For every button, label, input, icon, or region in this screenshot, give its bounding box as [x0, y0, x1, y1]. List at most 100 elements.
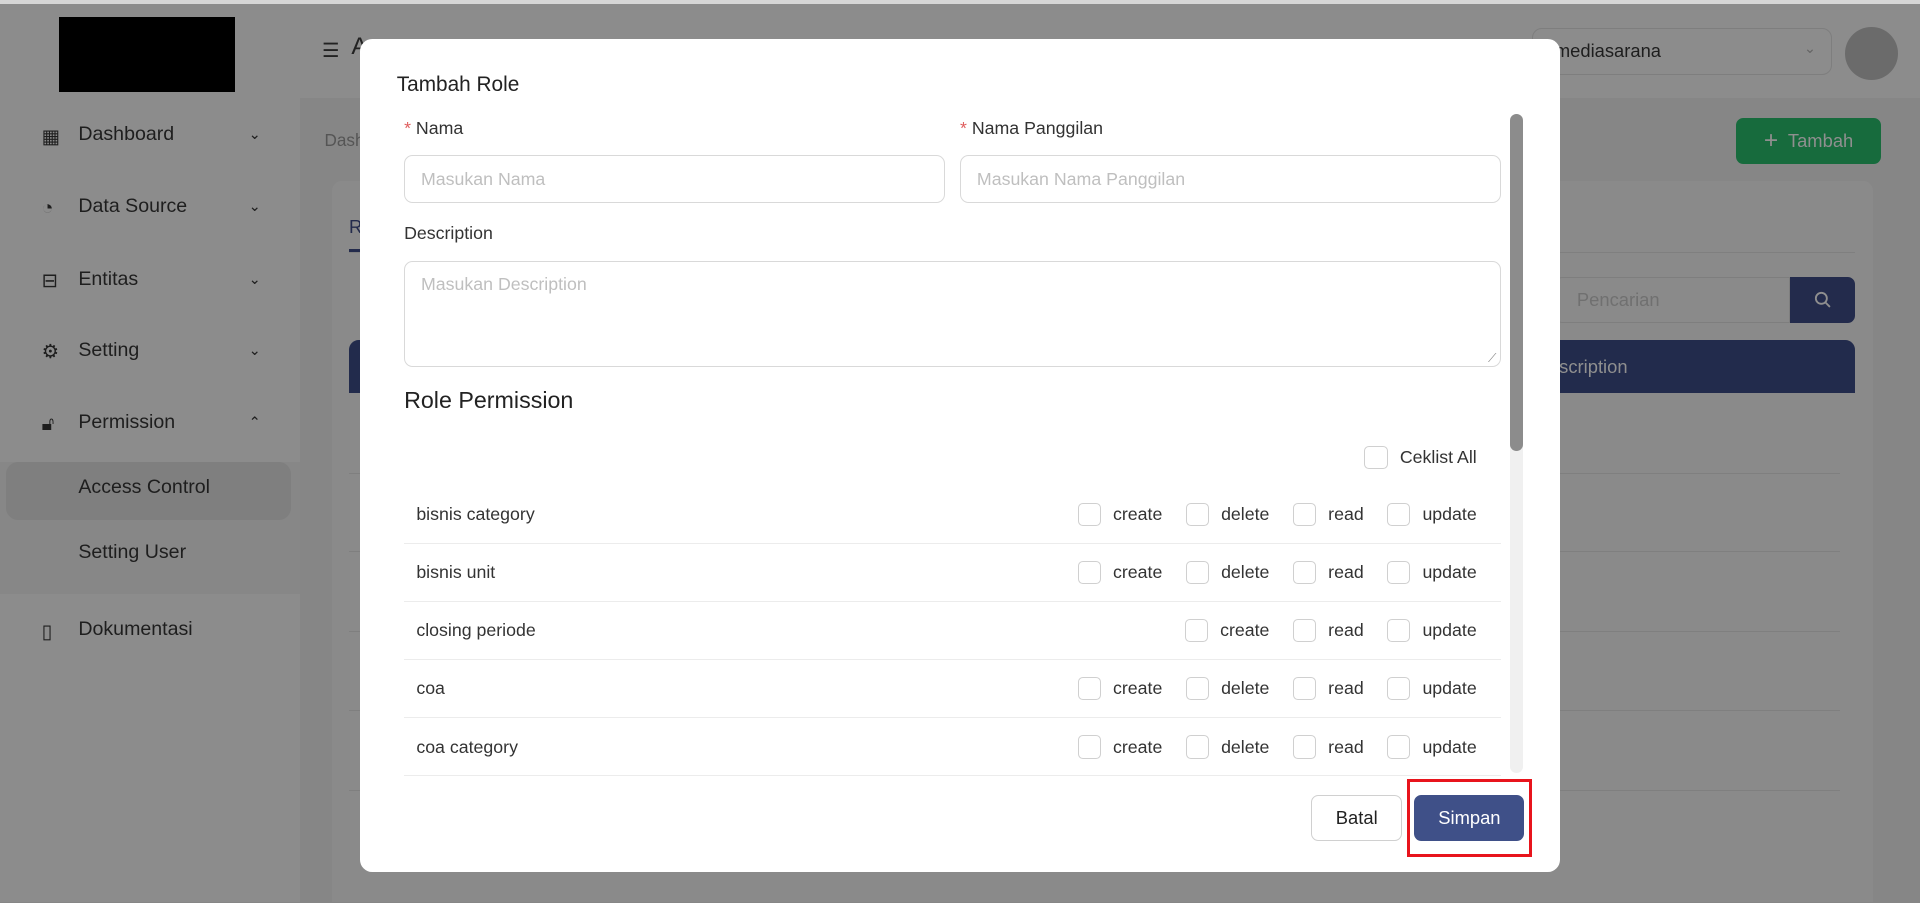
book-icon: ▯ — [41, 620, 53, 643]
permission-row: bisnis category create delete read update — [404, 486, 1502, 544]
permission-update[interactable]: update — [1386, 560, 1477, 585]
sidebar-item-data-source[interactable]: ◔ Data Source ⌄ — [0, 182, 300, 231]
sidebar-item-dokumentasi[interactable]: ▯ Dokumentasi — [0, 605, 300, 654]
sidebar-item-entitas[interactable]: ⊟ Entitas ⌄ — [0, 255, 300, 304]
checkbox[interactable] — [1077, 735, 1101, 759]
permission-delete[interactable]: delete — [1185, 502, 1270, 526]
chevron-down-icon: ⌄ — [248, 271, 261, 288]
permission-delete[interactable]: delete — [1185, 560, 1269, 585]
modal-title: Tambah Role — [396, 73, 520, 97]
permission-read[interactable]: read — [1292, 502, 1364, 526]
permission-label: read — [1328, 620, 1364, 641]
checkbox[interactable] — [1292, 677, 1316, 701]
permission-name: coa category — [416, 736, 518, 757]
permission-read[interactable]: read — [1292, 619, 1364, 643]
chevron-down-icon: ⌄ — [248, 342, 261, 359]
search-input[interactable]: Pencarian — [1555, 276, 1791, 324]
scrollbar-thumb[interactable] — [1509, 113, 1524, 451]
checkbox[interactable] — [1292, 619, 1316, 643]
permission-label: read — [1328, 678, 1364, 699]
save-button[interactable]: Simpan — [1414, 794, 1525, 842]
company-value: mediasarana — [1554, 40, 1661, 62]
permission-create[interactable]: create — [1077, 502, 1162, 526]
permission-update[interactable]: update — [1386, 502, 1477, 526]
description-textarea[interactable]: Masukan Description ⟋ — [404, 260, 1502, 368]
sidebar: ▦ Dashboard ⌄ ◔ Data Source ⌄ ⊟ Entitas ⌄ ⚙ Settin… — [0, 3, 300, 903]
sidebar-item-label: Dashboard — [78, 123, 175, 146]
permission-row: coa category create delete read update — [404, 719, 1502, 777]
nama-panggilan-label: * Nama Panggilan — [960, 117, 1104, 138]
permission-create[interactable]: create — [1077, 735, 1163, 759]
sidebar-subitem-access-control[interactable]: Access Control — [0, 463, 300, 512]
sidebar-item-label: Data Source — [78, 195, 188, 218]
permission-create[interactable]: create — [1077, 677, 1163, 701]
checkbox[interactable] — [1077, 560, 1101, 585]
permission-create[interactable]: create — [1077, 560, 1163, 585]
checkbox[interactable] — [1185, 560, 1209, 585]
lock-icon: 🔓︎ — [41, 412, 55, 435]
permission-delete[interactable]: delete — [1185, 677, 1269, 701]
permission-label: update — [1422, 736, 1477, 757]
sliders-icon: ⊟ — [41, 270, 59, 293]
checkbox[interactable] — [1386, 560, 1411, 585]
grid-icon: ▦ — [41, 125, 61, 148]
permission-create[interactable]: create — [1184, 619, 1270, 643]
permission-label: delete — [1221, 736, 1270, 757]
checkbox[interactable] — [1185, 502, 1209, 526]
search-button[interactable] — [1790, 276, 1856, 324]
check-all[interactable]: Ceklist All — [1364, 445, 1477, 469]
menu-collapse-icon[interactable]: ☰ — [322, 40, 340, 63]
checkbox[interactable] — [1077, 677, 1101, 701]
permission-label: delete — [1221, 503, 1270, 524]
nama-input[interactable]: Masukan Nama — [404, 155, 946, 204]
tab-roles[interactable]: R — [348, 215, 363, 237]
checkbox[interactable] — [1364, 445, 1388, 469]
sidebar-item-dashboard[interactable]: ▦ Dashboard ⌄ — [0, 110, 300, 159]
pie-chart-icon: ◔ — [41, 197, 54, 220]
checkbox[interactable] — [1184, 619, 1208, 643]
checkbox[interactable] — [1386, 502, 1411, 526]
logo — [58, 17, 236, 92]
add-button[interactable]: + Tambah — [1736, 117, 1881, 165]
nama-panggilan-input[interactable]: Masukan Nama Panggilan — [960, 155, 1502, 204]
checkbox[interactable] — [1386, 735, 1411, 759]
permission-label: create — [1112, 562, 1163, 583]
permission-name: bisnis unit — [416, 562, 496, 583]
checkbox[interactable] — [1185, 677, 1209, 701]
permission-label: create — [1220, 620, 1270, 641]
sidebar-item-permission[interactable]: 🔓︎ Permission ⌃ — [0, 398, 300, 447]
permission-row: bisnis unit create delete read update — [404, 544, 1502, 602]
permission-label: read — [1328, 503, 1364, 524]
gear-icon: ⚙ — [41, 341, 60, 364]
cancel-button[interactable]: Batal — [1311, 794, 1403, 842]
checkbox[interactable] — [1292, 735, 1316, 759]
checkbox[interactable] — [1292, 502, 1316, 526]
checkbox[interactable] — [1386, 619, 1411, 643]
permission-label: update — [1422, 562, 1477, 583]
permission-update[interactable]: update — [1386, 677, 1477, 701]
sidebar-subitem-label: Setting User — [78, 540, 187, 563]
permission-update[interactable]: update — [1386, 735, 1477, 759]
sidebar-subitem-setting-user[interactable]: Setting User — [0, 528, 300, 577]
checkbox[interactable] — [1292, 560, 1316, 585]
permission-delete[interactable]: delete — [1185, 735, 1270, 759]
add-role-modal: Tambah Role * Nama Masukan Nama * Nama Pan… — [360, 39, 1560, 872]
highlight-box — [1406, 778, 1532, 858]
checkbox[interactable] — [1185, 735, 1209, 759]
company-select[interactable]: mediasarana ⌄ — [1531, 28, 1832, 75]
permission-update[interactable]: update — [1386, 619, 1477, 643]
checkbox[interactable] — [1077, 502, 1101, 526]
permission-read[interactable]: read — [1292, 735, 1364, 759]
permission-label: update — [1422, 620, 1477, 641]
permission-read[interactable]: read — [1292, 560, 1364, 585]
breadcrumb: Dash — [324, 129, 365, 150]
permission-label: create — [1112, 736, 1163, 757]
permission-read[interactable]: read — [1292, 677, 1364, 701]
sidebar-item-setting[interactable]: ⚙ Setting ⌄ — [0, 326, 300, 375]
sidebar-item-label: Dokumentasi — [78, 617, 193, 640]
checkbox[interactable] — [1386, 677, 1411, 701]
resize-handle-icon[interactable]: ⟋ — [1487, 351, 1497, 366]
avatar[interactable] — [1845, 26, 1898, 80]
permission-label: create — [1112, 678, 1163, 699]
role-permission-heading: Role Permission — [404, 386, 574, 413]
